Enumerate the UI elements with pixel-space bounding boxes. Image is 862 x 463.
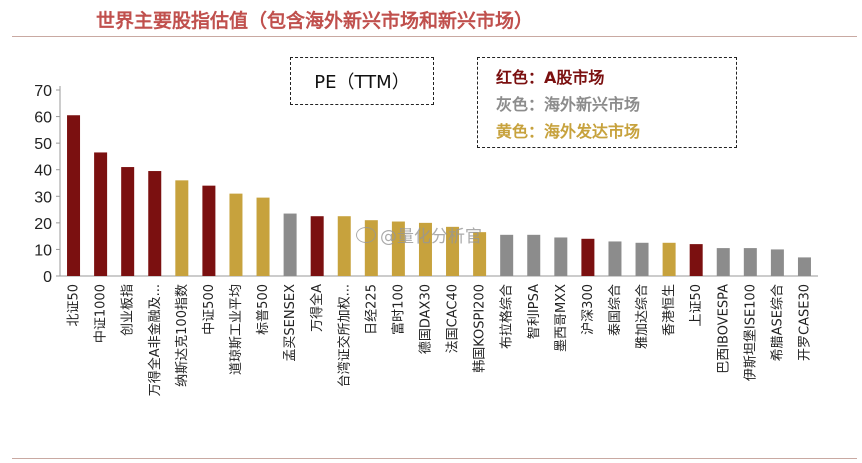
- x-tick-label: 泰国综合: [608, 284, 623, 336]
- bar: [581, 238, 595, 276]
- bar: [202, 185, 216, 276]
- x-tick-label: 墨西哥MXX: [554, 284, 569, 352]
- x-tick-label: 万得全A非金融及...: [147, 284, 163, 396]
- x-tick-label: 道琼斯工业平均: [229, 284, 244, 375]
- x-tick-label: 开罗CASE30: [797, 284, 812, 361]
- bar: [229, 193, 243, 276]
- x-tick-label: 中证1000: [94, 284, 109, 343]
- pe-label-box: PE（TTM）: [290, 57, 434, 105]
- x-tick-label: 标普500: [256, 284, 271, 335]
- x-tick-label: 万得全A: [309, 284, 325, 332]
- bar: [446, 226, 460, 276]
- x-tick-label: 纳斯达克100指数: [175, 284, 190, 387]
- bar: [67, 115, 81, 276]
- x-tick-label: 上证50: [689, 284, 704, 327]
- legend-item-red: 红色：A股市场: [496, 68, 605, 87]
- x-tick-label: 雅加达综合: [635, 284, 650, 349]
- x-tick-label: 智利IPSA: [527, 284, 542, 339]
- x-tick-label: 德国DAX30: [418, 284, 433, 354]
- x-tick-label: 韩国KOSPI200: [473, 284, 488, 373]
- x-tick-label: 巴西IBOVESPA: [716, 284, 731, 374]
- x-tick-label: 中证500: [202, 284, 217, 335]
- bar: [770, 249, 784, 276]
- pe-label: PE（TTM）: [314, 72, 410, 93]
- x-tick-label: 创业板指: [121, 284, 136, 336]
- title-divider: [12, 36, 857, 37]
- x-tick-label: 孟买SENSEX: [283, 284, 298, 362]
- bar: [473, 232, 487, 276]
- bar: [716, 248, 730, 276]
- bar: [500, 234, 514, 276]
- legend-item-gray: 灰色：海外新兴市场: [496, 95, 641, 114]
- bar: [94, 152, 108, 276]
- watermark-text: @量化分析官: [380, 227, 482, 247]
- x-tick-label: 香港恒生: [662, 284, 677, 336]
- bar: [310, 216, 324, 276]
- y-tick-label: 20: [34, 216, 52, 233]
- bar: [635, 242, 649, 276]
- bottom-divider: [12, 458, 857, 459]
- chart-title: 世界主要股指估值（包含海外新兴市场和新兴市场）: [96, 10, 534, 32]
- x-tick-label: 法国CAC40: [446, 284, 461, 353]
- y-tick-label: 40: [34, 163, 52, 180]
- bar: [797, 257, 811, 276]
- weibo-icon: [356, 226, 376, 243]
- bar: [256, 197, 270, 276]
- y-tick-label: 0: [43, 269, 52, 286]
- legend: 红色：A股市场 灰色：海外新兴市场 黄色：海外发达市场: [477, 57, 737, 148]
- bar: [527, 234, 541, 276]
- bar: [662, 242, 676, 276]
- bar: [554, 237, 568, 276]
- x-tick-label: 希腊ASE综合: [770, 284, 785, 361]
- bar: [148, 171, 162, 276]
- bar: [743, 248, 757, 276]
- bar: [391, 221, 405, 276]
- x-tick-label: 富时100: [390, 284, 406, 335]
- watermark: @量化分析官: [356, 222, 482, 247]
- x-tick-label: 伊斯坦堡ISE100: [742, 284, 758, 381]
- y-tick-label: 50: [34, 136, 52, 153]
- x-tick-label: 布拉格综合: [499, 284, 515, 349]
- bar: [608, 241, 622, 276]
- y-tick-label: 30: [34, 189, 52, 206]
- legend-item-gold: 黄色：海外发达市场: [496, 122, 641, 141]
- bar: [418, 222, 432, 276]
- x-tick-label: 沪深300: [580, 284, 596, 335]
- y-tick-label: 60: [34, 110, 52, 127]
- x-tick-label: 日经225: [364, 284, 379, 335]
- x-tick-label: 台湾证交所加权...: [336, 284, 352, 387]
- y-tick-label: 10: [34, 242, 52, 259]
- bar: [175, 180, 189, 276]
- x-tick-label: 北证50: [67, 284, 82, 327]
- bar: [121, 167, 135, 276]
- bar: [283, 213, 297, 276]
- y-tick-label: 70: [34, 83, 52, 100]
- bar: [337, 216, 351, 276]
- bar: [689, 244, 703, 276]
